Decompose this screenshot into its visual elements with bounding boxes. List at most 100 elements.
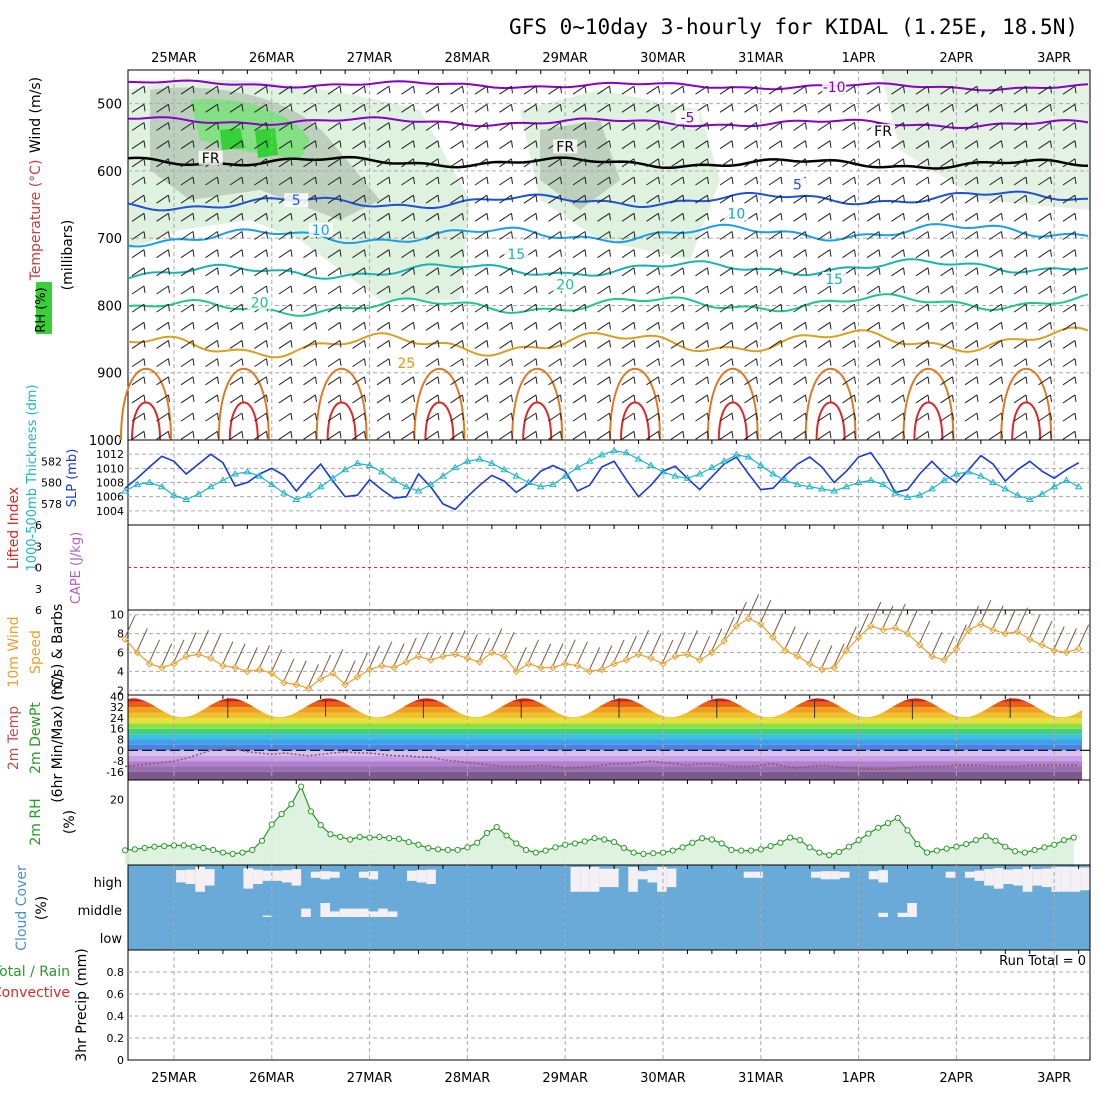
wind-barb: [425, 176, 439, 186]
wind-barb: [1050, 249, 1052, 257]
wind-barb: [241, 413, 244, 421]
wind-barb: [143, 158, 146, 166]
thickness-point: [781, 476, 790, 483]
contour-label: 20: [251, 295, 269, 311]
rh-point: [738, 847, 745, 854]
wind-barb: [731, 376, 734, 384]
cloud-high: [570, 867, 581, 892]
rh-point: [298, 783, 305, 790]
wind-barb: [156, 194, 169, 204]
thickness-point: [316, 482, 325, 490]
wind-barb: [327, 158, 341, 168]
wind-barb: [915, 376, 929, 386]
surface-barb: [638, 630, 650, 653]
wind-barb: [131, 430, 145, 440]
wind-barb: [964, 430, 978, 440]
wind-barb: [940, 394, 953, 404]
wind-barb: [315, 195, 317, 203]
wind-speed-point: [695, 656, 704, 664]
wind-barb: [548, 231, 561, 240]
wind-barb: [597, 212, 610, 222]
wind-barb: [780, 249, 783, 257]
wind-barb: [817, 376, 831, 386]
wind-barb: [364, 413, 366, 421]
wind-barb: [1001, 358, 1003, 366]
wind-tick: 4: [117, 665, 124, 678]
wind-barb: [780, 104, 783, 112]
wind-barb: [278, 158, 292, 168]
wind-barb: [866, 176, 880, 186]
wind-barb: [572, 394, 586, 404]
cloud-mid: [387, 911, 398, 917]
wind-barb: [1013, 140, 1027, 150]
wind-barb: [511, 304, 513, 312]
wind-barb: [976, 104, 979, 112]
wind-barb: [486, 140, 489, 148]
wind-barb: [842, 103, 855, 113]
wind-barb: [682, 176, 685, 185]
surface-barb: [320, 654, 332, 678]
wind-barb: [450, 267, 463, 277]
wind-barb: [964, 231, 978, 240]
wind-barb: [241, 431, 244, 439]
wind-barb: [780, 231, 783, 239]
contour-label-bg: [871, 123, 896, 138]
wind-barb: [1025, 158, 1028, 166]
wind-speed-point: [854, 633, 863, 642]
wind-barb: [682, 431, 685, 439]
wind-barb: [229, 303, 243, 313]
wind-barb: [646, 158, 659, 168]
wind-barb: [597, 249, 610, 259]
wind-barb: [707, 213, 709, 221]
cloud-high: [878, 870, 888, 883]
wind-barb: [486, 176, 489, 185]
wind-barb: [1074, 413, 1077, 421]
wind-barb: [1062, 194, 1076, 204]
wind-barb: [535, 285, 538, 294]
wind-barb: [499, 140, 512, 150]
wind-barb: [535, 413, 538, 421]
wind-barb: [989, 231, 1002, 240]
wind-barb: [633, 304, 636, 312]
wind-barb: [952, 176, 954, 185]
wind-barb: [756, 431, 758, 439]
rh-point: [288, 801, 295, 808]
thickness-point: [402, 482, 411, 490]
wind-barb: [535, 394, 538, 403]
wind-barb: [670, 430, 684, 440]
wind-barb: [339, 249, 342, 257]
wind-barb: [805, 249, 807, 257]
wind-barb: [560, 104, 562, 112]
wind-barb: [780, 431, 783, 439]
wind-barb: [744, 194, 757, 204]
temp-band: [128, 755, 1082, 762]
wind-barb: [695, 358, 708, 368]
wind-barb: [842, 321, 855, 331]
wind-barb: [878, 176, 881, 185]
rh-point: [571, 840, 579, 847]
li-tick: 3: [35, 540, 42, 553]
wind-barb: [339, 304, 342, 312]
wind-barb: [952, 304, 954, 312]
wind-barb: [303, 267, 316, 277]
wind-barb: [658, 431, 660, 439]
wind-barb: [548, 321, 561, 331]
thickness-point: [243, 467, 252, 475]
wind-barb: [976, 358, 979, 366]
wind-barb: [1038, 85, 1051, 95]
wind-barb: [854, 86, 856, 94]
wind-barb: [254, 285, 267, 295]
wind-barb: [339, 431, 342, 439]
wind-barb: [891, 140, 904, 150]
wind-barb: [560, 376, 562, 384]
wind-barb: [180, 430, 194, 440]
surface-barb: [980, 599, 992, 623]
surface-heat-contour: [413, 367, 466, 441]
wind-barb: [437, 285, 440, 294]
wind-barb: [192, 122, 195, 130]
wind-barb: [768, 321, 782, 331]
wind-barb: [437, 176, 440, 185]
thickness-point: [756, 461, 765, 468]
wind-barb: [131, 267, 145, 277]
wind-barb: [621, 231, 635, 240]
